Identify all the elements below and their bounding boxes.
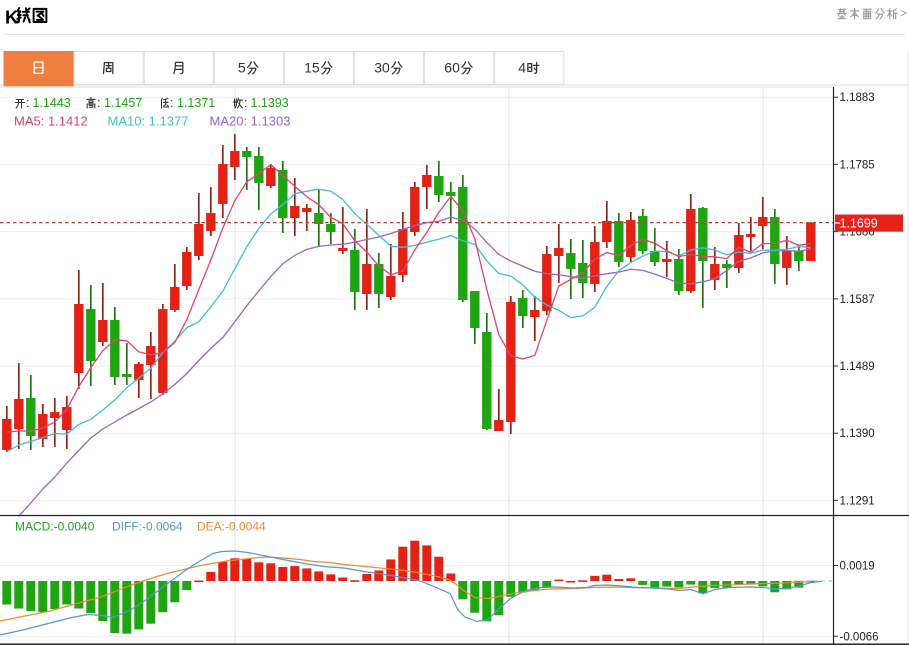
svg-text:1.1883: 1.1883 bbox=[840, 92, 875, 104]
svg-text:1.1393: 1.1393 bbox=[251, 96, 289, 110]
svg-text:4: 4 bbox=[518, 60, 526, 76]
svg-text:1.1699: 1.1699 bbox=[840, 217, 878, 231]
svg-text:1.1390: 1.1390 bbox=[840, 428, 875, 440]
svg-text:1.1785: 1.1785 bbox=[840, 159, 875, 171]
svg-text::: : bbox=[244, 96, 247, 110]
svg-text:1.1457: 1.1457 bbox=[104, 96, 142, 110]
svg-text:1.1443: 1.1443 bbox=[33, 96, 71, 110]
svg-text:MA20: 1.1303: MA20: 1.1303 bbox=[210, 114, 291, 129]
svg-text:1.1489: 1.1489 bbox=[840, 361, 875, 373]
svg-text:DEA:-0.0044: DEA:-0.0044 bbox=[197, 520, 266, 534]
svg-text:0.0019: 0.0019 bbox=[840, 561, 875, 573]
svg-text:1.1371: 1.1371 bbox=[177, 96, 215, 110]
svg-text::: : bbox=[97, 96, 100, 110]
svg-text:MACD:-0.0040: MACD:-0.0040 bbox=[15, 520, 95, 534]
svg-text:>: > bbox=[900, 6, 907, 20]
svg-text:1.1291: 1.1291 bbox=[840, 495, 875, 507]
svg-text::: : bbox=[170, 96, 173, 110]
svg-text:K: K bbox=[5, 7, 19, 28]
svg-text:-0.0066: -0.0066 bbox=[840, 631, 879, 643]
svg-text:MA5: 1.1412: MA5: 1.1412 bbox=[14, 114, 88, 129]
svg-text::: : bbox=[26, 96, 29, 110]
svg-text:60: 60 bbox=[444, 60, 460, 76]
svg-text:DIFF:-0.0064: DIFF:-0.0064 bbox=[112, 520, 183, 534]
svg-text:30: 30 bbox=[374, 60, 390, 76]
svg-text:15: 15 bbox=[304, 60, 320, 76]
svg-text:1.1587: 1.1587 bbox=[840, 294, 875, 306]
svg-text:MA10: 1.1377: MA10: 1.1377 bbox=[108, 114, 189, 129]
svg-text:5: 5 bbox=[238, 60, 246, 76]
